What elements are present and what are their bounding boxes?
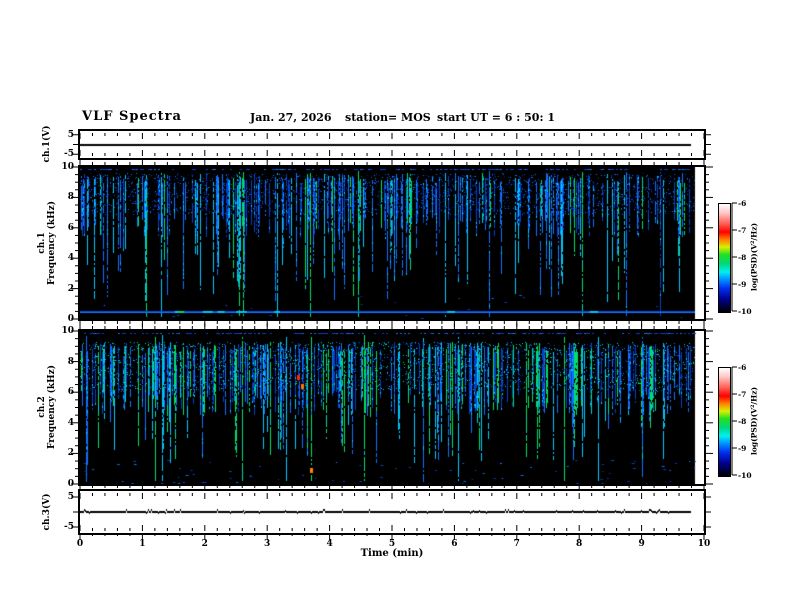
freq-tick-label: 6: [67, 387, 74, 398]
colorbar-tick-label: -9: [738, 444, 747, 453]
ch2-frequency-axis-label: ch.2 Frequency (kHz): [37, 365, 57, 449]
freq-tick-label: 8: [67, 192, 74, 203]
voltage-tick-label: 5: [67, 129, 74, 140]
ch1-frequency-text: Frequency (kHz): [47, 200, 57, 286]
ch2-spectrogram-canvas: [80, 331, 704, 484]
time-tick-label: 3: [264, 539, 271, 549]
ch2-frequency-text: Frequency (kHz): [47, 364, 57, 450]
freq-tick-label: 4: [67, 253, 74, 264]
time-tick-label: 1: [139, 539, 146, 549]
header-date: Jan. 27, 2026: [250, 111, 332, 124]
freq-tick-label: 8: [67, 356, 74, 367]
colorbar-1: [718, 203, 731, 313]
time-tick-label: 8: [576, 539, 583, 549]
time-tick-label: 10: [697, 539, 711, 549]
freq-tick-label: 4: [67, 417, 74, 428]
colorbar-tick-label: -9: [738, 280, 747, 289]
ch1-voltage-trace: [80, 131, 704, 158]
freq-tick-label: 0: [67, 314, 74, 324]
colorbar-tick-label: -8: [738, 253, 747, 262]
header-start-ut: start UT = 6 : 50: 1: [437, 111, 555, 124]
ch3-voltage-trace: [80, 491, 704, 533]
page-title: VLF Spectra: [82, 109, 182, 124]
colorbar-tick-label: -10: [738, 471, 752, 480]
colorbar-tick-label: -7: [738, 390, 747, 399]
time-tick-label: 2: [201, 539, 208, 549]
time-tick-label: 4: [326, 539, 333, 549]
time-tick-label: 6: [451, 539, 458, 549]
colorbar-tick-label: -10: [738, 307, 752, 316]
colorbar-2: [718, 367, 731, 477]
freq-tick-label: 2: [67, 283, 74, 294]
voltage-tick-label: -5: [64, 149, 74, 160]
colorbar-tick-label: -6: [738, 363, 747, 372]
colorbar-1-unit-label: log(PSD)(V²/Hz): [749, 222, 759, 292]
colorbar-tick-label: -8: [738, 417, 747, 426]
ch1-spectrogram-canvas: [80, 167, 704, 319]
colorbar-tick-label: -6: [738, 199, 747, 208]
time-tick-label: 9: [638, 539, 645, 549]
freq-tick-label: 0: [67, 479, 74, 489]
colorbar-tick-label: -7: [738, 226, 747, 235]
time-tick-label: 7: [513, 539, 520, 549]
freq-tick-label: 10: [61, 326, 74, 336]
ch1-channel-text: ch.1: [37, 232, 47, 254]
freq-tick-label: 6: [67, 222, 74, 233]
freq-tick-label: 2: [67, 448, 74, 459]
colorbar-2-unit-label: log(PSD)(V²/Hz): [749, 386, 759, 456]
header-station: station= MOS: [345, 111, 431, 124]
time-axis-label: Time (min): [360, 548, 424, 559]
time-tick-label: 0: [76, 539, 84, 549]
ch1-frequency-axis-label: ch.1 Frequency (kHz): [37, 201, 57, 285]
ch2-channel-text: ch.2: [37, 396, 47, 418]
voltage-tick-label: 5: [67, 492, 74, 502]
voltage-tick-label: -5: [64, 522, 74, 532]
time-tick-label: 5: [388, 539, 396, 549]
freq-tick-label: 10: [61, 162, 74, 172]
